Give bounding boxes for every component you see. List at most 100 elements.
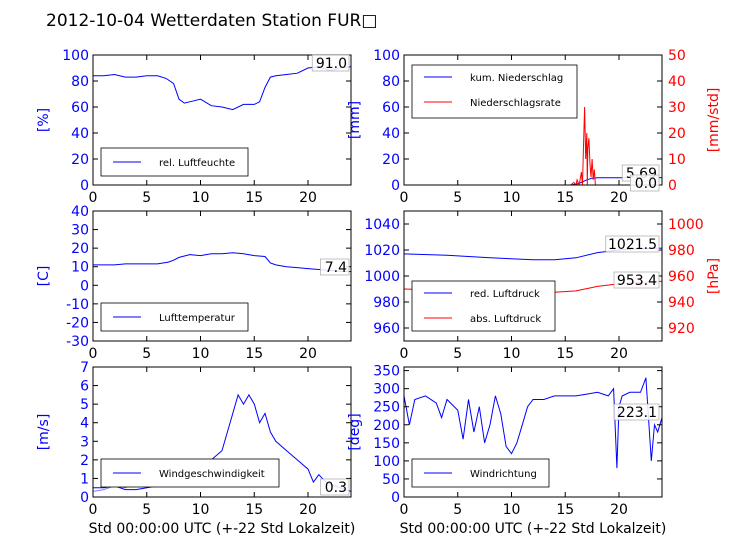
x-tick-label: 5	[142, 190, 151, 206]
y2-tick-label: 30	[668, 100, 686, 116]
y-tick-label: 20	[71, 152, 89, 168]
y-tick-label: 0	[80, 278, 89, 294]
legend: red. Luftdruck abs. Luftdruck	[411, 280, 556, 332]
x-tick-label: 20	[610, 502, 628, 518]
legend: Windgeschwindigkeit	[100, 458, 280, 488]
x-tick-label: 5	[453, 190, 462, 206]
y-tick-label: 40	[71, 204, 89, 220]
y2-tick-label: 960	[668, 269, 695, 285]
y2-tick-label: 10	[668, 152, 686, 168]
y-tick-label: 30	[71, 223, 89, 239]
plot-frame	[403, 366, 663, 498]
y-tick-label: 60	[382, 100, 400, 116]
y-tick-label: 40	[382, 126, 400, 142]
y2-tick-label: 980	[668, 243, 695, 259]
legend: Lufttemperatur	[100, 302, 249, 332]
y-tick-label: 20	[382, 152, 400, 168]
series-line-1	[404, 377, 662, 469]
x-tick-label: 10	[503, 190, 521, 206]
legend-label: Lufttemperatur	[159, 313, 236, 324]
y-tick-label: 350	[373, 364, 400, 380]
x-tick-label: 20	[299, 190, 317, 206]
x-tick-label: 15	[245, 346, 263, 362]
plot-frame	[403, 54, 663, 186]
y-tick-label: 1020	[364, 243, 400, 259]
y-axis-label: [m/s]	[36, 414, 52, 451]
chart-panel-3: 0 5 10 15 20 -30 -20 -10 0 10 20 30 40 [C] Lufttempera…	[36, 204, 352, 362]
value-label: 0.3	[325, 480, 347, 496]
y-tick-label: -10	[66, 297, 89, 313]
value-label-box	[630, 174, 660, 192]
y2-tick-label: 940	[668, 295, 695, 311]
legend: rel. Luftfeuchte	[100, 147, 249, 177]
x-tick-label: 0	[400, 190, 409, 206]
x-tick-label: 5	[142, 346, 151, 362]
x-tick-label: 0	[400, 346, 409, 362]
y-tick-label: 980	[373, 295, 400, 311]
value-label: 0.0	[635, 176, 657, 192]
y2-axis-label: [mm/std]	[706, 88, 722, 153]
y-tick-label: 1000	[364, 269, 400, 285]
y-tick-label: 250	[373, 400, 400, 416]
legend-label: Windgeschwindigkeit	[159, 469, 265, 480]
x-tick-label: 0	[400, 502, 409, 518]
y-tick-label: 0	[80, 490, 89, 506]
y-tick-label: 60	[71, 100, 89, 116]
x-tick-label: 10	[192, 502, 210, 518]
x-tick-label: 20	[299, 502, 317, 518]
x-tick-label: 10	[192, 190, 210, 206]
y2-tick-label: 40	[668, 74, 686, 90]
value-label: 223.1	[617, 405, 657, 421]
legend-label: kum. Niederschlag	[470, 73, 563, 84]
x-tick-label: 15	[556, 502, 574, 518]
legend-box	[411, 64, 578, 119]
chart-panel-4: 0 5 10 15 20 960 980 1000 1020 1040 920 940 960 980 10…	[364, 210, 722, 362]
value-label-box	[613, 271, 660, 289]
x-axis-label: Std 00:00:00 UTC (+-22 Std Lokalzeit)	[89, 521, 356, 537]
y-tick-label: 5	[80, 397, 89, 413]
x-axis-label: Std 00:00:00 UTC (+-22 Std Lokalzeit)	[400, 521, 667, 537]
y-tick-label: 0	[391, 490, 400, 506]
plot-frame	[92, 366, 352, 498]
x-tick-label: 20	[610, 346, 628, 362]
series-line-1	[93, 66, 351, 111]
y2-tick-label: 920	[668, 321, 695, 337]
y-tick-label: 1	[80, 471, 89, 487]
chart-panel-1: 0 5 10 15 20 0 20 40 60 80 100 [%] rel. Luftfeuchte 9…	[36, 48, 352, 206]
y-tick-label: 80	[71, 74, 89, 90]
x-tick-label: 20	[299, 346, 317, 362]
y-axis-label: [C]	[36, 266, 52, 287]
y2-tick-label: 0	[668, 178, 677, 194]
legend-label: Niederschlagsrate	[470, 98, 561, 109]
value-label-box	[613, 403, 660, 421]
value-label: 953.4	[617, 273, 657, 289]
y-axis-label: [mm]	[347, 101, 363, 139]
y-axis-label: [deg]	[347, 413, 363, 450]
y-tick-label: 10	[71, 260, 89, 276]
y-tick-label: 960	[373, 321, 400, 337]
x-tick-label: 10	[503, 346, 521, 362]
x-tick-label: 10	[503, 502, 521, 518]
value-label: 1021.5	[608, 237, 657, 253]
y-tick-label: 40	[71, 126, 89, 142]
legend-label: abs. Luftdruck	[470, 314, 541, 325]
y-tick-label: 80	[382, 74, 400, 90]
chart-panel-2: 0 5 10 15 20 0 20 40 60 80 100 0 10 20 30 40 50 [mm] [mm/s…	[347, 48, 722, 206]
x-tick-label: 15	[556, 346, 574, 362]
plot-frame	[92, 210, 352, 342]
y2-axis-label: [hPa]	[706, 258, 722, 294]
legend: Windrichtung	[411, 458, 550, 488]
x-tick-label: 15	[245, 502, 263, 518]
x-tick-label: 0	[89, 190, 98, 206]
value-label-box	[320, 258, 350, 276]
y2-tick-label: 1000	[668, 217, 704, 233]
series-line-1	[93, 252, 351, 272]
y-tick-label: 0	[80, 178, 89, 194]
plot-frame	[92, 54, 352, 186]
y-tick-label: 100	[62, 48, 89, 64]
y-tick-label: 6	[80, 379, 89, 395]
value-label-box	[605, 235, 660, 253]
x-tick-label: 15	[556, 190, 574, 206]
